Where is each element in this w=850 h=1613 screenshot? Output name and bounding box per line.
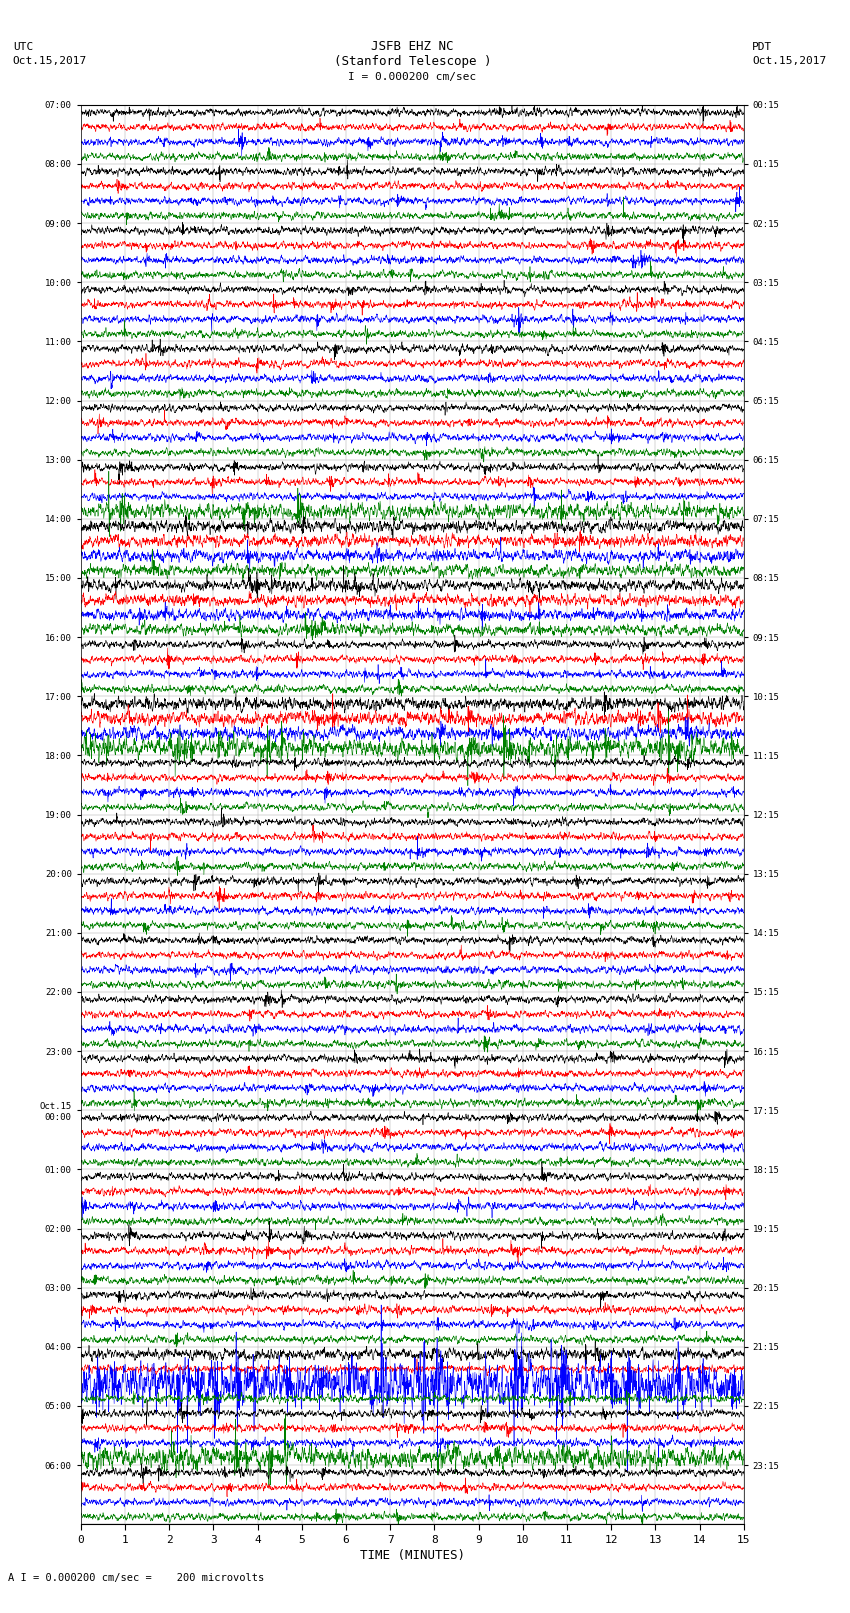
Text: UTC: UTC (13, 42, 33, 52)
Text: (Stanford Telescope ): (Stanford Telescope ) (333, 55, 491, 68)
Text: A I = 0.000200 cm/sec =    200 microvolts: A I = 0.000200 cm/sec = 200 microvolts (8, 1573, 264, 1582)
X-axis label: TIME (MINUTES): TIME (MINUTES) (360, 1548, 465, 1561)
Text: I = 0.000200 cm/sec: I = 0.000200 cm/sec (348, 73, 476, 82)
Text: Oct.15,2017: Oct.15,2017 (13, 56, 87, 66)
Text: PDT: PDT (752, 42, 773, 52)
Text: Oct.15,2017: Oct.15,2017 (752, 56, 826, 66)
Text: JSFB EHZ NC: JSFB EHZ NC (371, 40, 454, 53)
